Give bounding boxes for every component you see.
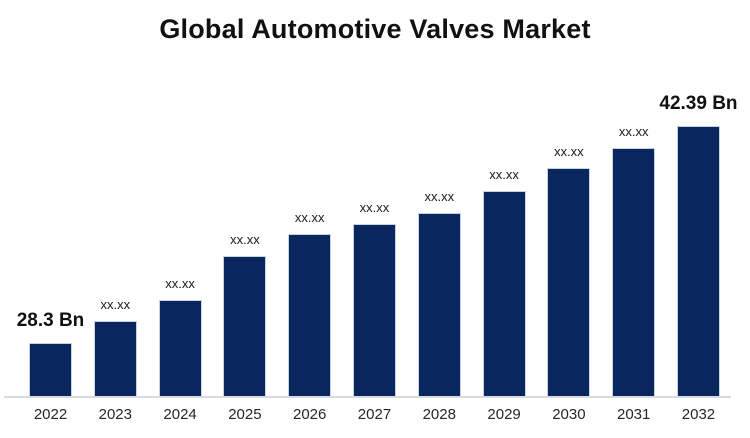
x-axis-label-2022: 2022: [33, 406, 68, 423]
bar-2030: [547, 168, 591, 396]
bar-2029: [482, 191, 526, 396]
bar-value-label-2024: xx.xx: [165, 275, 195, 291]
bar-value-label-2030: xx.xx: [554, 143, 584, 159]
bar-2031: [612, 148, 656, 396]
bar-column-2031: xx.xx: [612, 123, 656, 396]
bar-2024: [158, 300, 202, 396]
bar-column-2025: xx.xx: [223, 231, 267, 396]
bar-value-label-2031: xx.xx: [618, 123, 649, 139]
bar-column-2022: 28.3 Bn: [17, 310, 84, 396]
x-axis-label-2032: 2032: [681, 406, 716, 423]
x-axis-label-2030: 2030: [552, 406, 586, 423]
bar-value-label-2028: xx.xx: [424, 188, 455, 204]
bar-column-2027: xx.xx: [352, 199, 396, 396]
bar-column-2026: xx.xx: [288, 209, 332, 396]
bar-value-label-2023: xx.xx: [100, 296, 131, 312]
bar-column-2030: xx.xx: [547, 143, 591, 396]
bar-value-label-2025: xx.xx: [230, 231, 260, 247]
plot-area: 28.3 Bn xx.xx xx.xx xx.xx xx.xx xx.xx xx.xx xx.…: [17, 56, 738, 396]
bar-column-2024: xx.xx: [158, 275, 202, 396]
bar-2022: [29, 343, 72, 396]
bar-2028: [417, 213, 461, 396]
bar-value-label-2022: 28.3 Bn: [16, 310, 85, 332]
bar-value-label-2029: xx.xx: [489, 166, 519, 182]
x-axis-line: [4, 396, 731, 398]
x-axis-label-2025: 2025: [228, 406, 262, 423]
bar-column-2028: xx.xx: [417, 188, 461, 396]
bar-value-label-2032: 42.39 Bn: [659, 93, 738, 115]
bar-value-label-2026: xx.xx: [294, 209, 325, 225]
bar-column-2023: xx.xx: [93, 296, 137, 396]
x-axis-label-2023: 2023: [98, 406, 132, 423]
bar-value-label-2027: xx.xx: [359, 199, 390, 215]
bar-2032: [676, 126, 720, 396]
x-axis-label-2029: 2029: [487, 406, 521, 423]
x-axis-label-2028: 2028: [422, 406, 456, 423]
x-axis-label-2024: 2024: [163, 406, 197, 423]
bar-2023: [93, 321, 137, 396]
bar-2026: [288, 234, 332, 396]
bar-2025: [223, 256, 267, 396]
bar-2027: [352, 224, 396, 396]
bar-column-2029: xx.xx: [482, 166, 526, 396]
x-axis-label-2026: 2026: [293, 406, 327, 423]
x-axis-label-2031: 2031: [616, 406, 651, 423]
chart-title: Global Automotive Valves Market: [159, 14, 591, 44]
x-axis-label-2027: 2027: [357, 406, 392, 423]
x-axis-labels: 2022 2023 2024 2025 2026 2027 2028 2029 2030 2031…: [29, 406, 720, 423]
bar-column-2032: 42.39 Bn: [659, 93, 738, 396]
